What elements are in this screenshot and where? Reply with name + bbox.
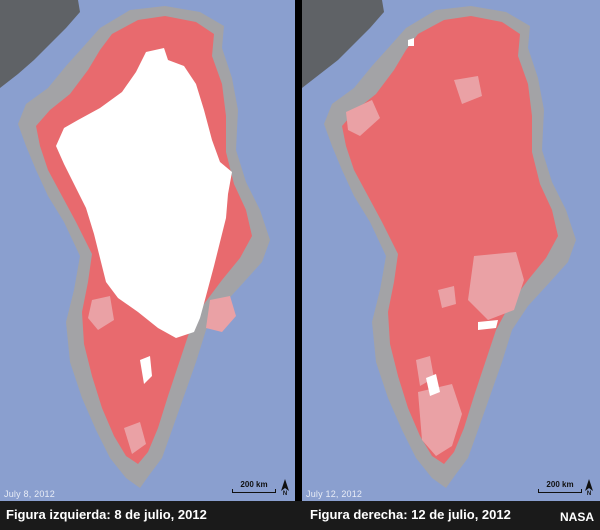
north-arrow-icon: N (278, 479, 292, 495)
no-melt-patch (140, 356, 152, 384)
greenland-map-right (302, 0, 600, 501)
scale-line (538, 489, 582, 493)
probable-melt-patch (418, 384, 462, 456)
scale-bar: 200 km (538, 480, 582, 493)
caption-left: Figura izquierda: 8 de julio, 2012 (6, 507, 207, 522)
scale-label: 200 km (546, 480, 574, 489)
canada-landmass (302, 0, 384, 88)
map-july-8: July 8, 2012 200 km N (0, 0, 295, 501)
probable-melt-patch (438, 286, 456, 308)
panel-divider (295, 0, 302, 501)
caption-right: Figura derecha: 12 de julio, 2012 (310, 507, 511, 522)
map-july-12: July 12, 2012 200 km N (302, 0, 600, 501)
date-stamp: July 12, 2012 (306, 489, 363, 499)
greenland-map-left (0, 0, 295, 501)
probable-melt-patch (88, 296, 114, 330)
scale-bar: 200 km (232, 480, 276, 493)
probable-melt-patch (454, 76, 482, 104)
north-label: N (283, 491, 287, 495)
scale-line (232, 489, 276, 493)
canada-landmass (0, 0, 80, 88)
probable-melt-patch (206, 296, 236, 332)
probable-melt-patch (468, 252, 524, 320)
north-label: N (587, 491, 591, 495)
no-melt-zone (56, 48, 232, 338)
north-arrow-icon: N (582, 479, 596, 495)
no-melt-patch (426, 374, 440, 396)
no-melt-patch (408, 38, 414, 46)
credit-label: NASA (559, 510, 594, 524)
probable-melt-patch (124, 422, 146, 454)
date-stamp: July 8, 2012 (4, 489, 55, 499)
probable-melt-patch (346, 100, 380, 136)
scale-label: 200 km (240, 480, 268, 489)
melt-zone (342, 16, 558, 464)
caption-strip (0, 501, 600, 530)
no-melt-patch (478, 320, 498, 330)
